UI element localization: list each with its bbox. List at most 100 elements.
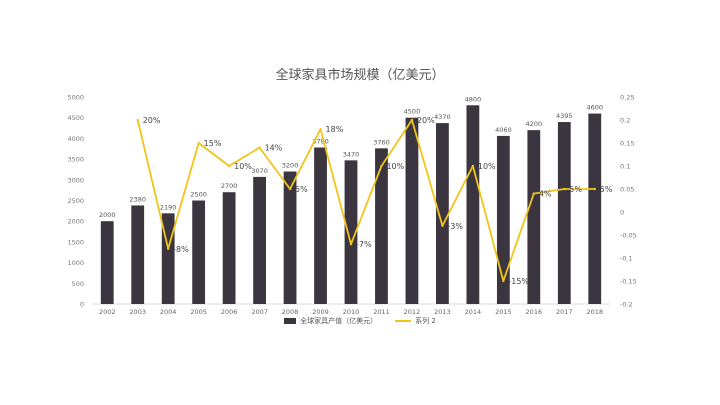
line-data-label: 10%	[478, 162, 496, 171]
x-tick-label: 2014	[465, 308, 482, 316]
y-left-tick-label: 500	[72, 280, 84, 288]
bar	[436, 123, 449, 304]
bar	[527, 130, 541, 304]
y-right-tick-label: 0.1	[620, 163, 630, 171]
x-tick-label: 2004	[160, 308, 177, 316]
x-tick-label: 2007	[251, 308, 268, 316]
y-left-tick-label: 2000	[67, 218, 84, 226]
line-point	[349, 243, 353, 246]
x-tick-label: 2006	[221, 308, 238, 316]
bar-data-label: 3780	[312, 138, 329, 146]
bar	[375, 148, 388, 304]
bar	[192, 200, 206, 304]
y-left-tick-label: 3000	[67, 176, 84, 184]
y-right-tick-label: 0.25	[620, 94, 634, 102]
line-point	[166, 247, 170, 250]
x-tick-label: 2008	[282, 308, 299, 316]
line-point	[563, 187, 566, 191]
line-data-label: 20%	[417, 116, 435, 125]
line-data-label: -8%	[173, 245, 189, 254]
bar	[557, 122, 571, 304]
line-data-label: 4%	[539, 190, 552, 199]
bar	[222, 192, 236, 304]
x-tick-label: 2012	[404, 308, 421, 316]
line-point	[502, 279, 505, 283]
bar-data-label: 2190	[160, 203, 177, 211]
line-data-label: 5%	[600, 185, 613, 194]
bar	[314, 147, 327, 304]
line-data-label: -3%	[447, 222, 463, 231]
line-point	[227, 164, 231, 168]
line-point	[593, 187, 596, 191]
line-data-label: 15%	[204, 139, 222, 148]
line-data-label: -7%	[356, 240, 372, 249]
bar-data-label: 2380	[129, 195, 146, 203]
x-tick-label: 2013	[434, 308, 451, 316]
line-point	[288, 187, 292, 191]
line-series	[136, 119, 595, 282]
y-left-tick-label: 1500	[67, 238, 84, 246]
y-right-tick-label: -0.2	[620, 301, 633, 309]
line-point	[532, 192, 536, 195]
bar-data-label: 4395	[556, 112, 573, 120]
y-right-tick-label: 0	[620, 209, 624, 217]
line-point	[410, 118, 414, 122]
bar-data-label: 3760	[373, 138, 390, 146]
x-tick-label: 2009	[312, 308, 329, 316]
y-left-tick-label: 5000	[67, 94, 84, 102]
line-data-label: 20%	[143, 116, 161, 125]
bar	[466, 105, 480, 304]
x-tick-label: 2015	[495, 308, 512, 316]
y-right-tick-label: -0.05	[620, 232, 637, 240]
bar-data-label: 4370	[434, 113, 451, 121]
line-point	[441, 224, 444, 227]
line-data-label: 5%	[295, 185, 308, 194]
line-data-label: 18%	[326, 125, 344, 134]
bar-data-label: 4060	[495, 126, 512, 134]
line-point	[258, 146, 261, 149]
chart-legend: 全球家具产值（亿美元） 系列 2	[0, 316, 720, 326]
y-left-tick-label: 0	[80, 301, 84, 309]
line-data-label: 14%	[265, 144, 283, 153]
bar	[344, 160, 358, 304]
x-tick-label: 2018	[586, 308, 603, 316]
line-data-label: 5%	[569, 185, 582, 194]
line-point	[136, 118, 139, 122]
y-left-tick-label: 2500	[67, 197, 84, 205]
line-point	[380, 164, 383, 168]
bar	[131, 205, 145, 304]
line-data-label: 10%	[234, 162, 252, 171]
x-tick-label: 2010	[343, 308, 360, 316]
bar-data-label: 2500	[190, 191, 207, 199]
legend-label-bar: 全球家具产值（亿美元）	[300, 317, 378, 325]
y-right-tick-label: 0.15	[620, 140, 634, 148]
x-tick-label: 2002	[99, 308, 116, 316]
bar-data-label: 4600	[586, 104, 603, 112]
legend-swatch-bar	[284, 318, 297, 324]
legend-item-line: 系列 2	[395, 316, 436, 326]
bar	[253, 176, 266, 304]
bar	[496, 135, 510, 304]
bar-data-label: 2700	[221, 182, 238, 190]
bar	[405, 117, 419, 304]
bar	[283, 171, 297, 304]
y-right-tick-label: -0.15	[620, 278, 637, 286]
line-data-label: -15%	[508, 277, 529, 286]
legend-label-line: 系列 2	[415, 317, 436, 325]
y-right-tick-label: -0.1	[620, 255, 633, 263]
bar-data-label: 4200	[526, 120, 543, 128]
bar-data-label: 3070	[251, 167, 268, 175]
legend-swatch-line	[395, 320, 412, 322]
line-point	[319, 128, 322, 131]
bar	[588, 113, 602, 304]
x-tick-label: 2016	[526, 308, 543, 316]
bar-data-label: 2000	[99, 211, 116, 219]
y-right-tick-label: 0.2	[620, 117, 630, 125]
chart-title: 全球家具市场规模（亿美元）	[275, 68, 445, 83]
x-tick-label: 2011	[373, 308, 390, 316]
bar-data-label: 4800	[465, 95, 482, 103]
bar-data-label: 3470	[343, 150, 360, 158]
bar-data-label: 3200	[282, 162, 299, 170]
